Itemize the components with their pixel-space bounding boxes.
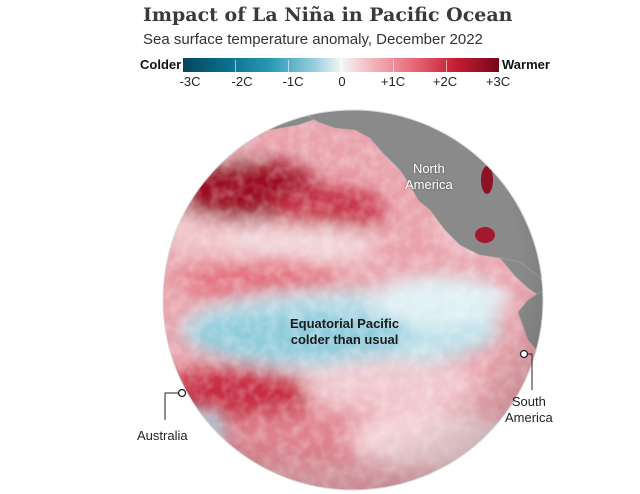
south-america-marker xyxy=(519,349,529,359)
legend-tick: 0 xyxy=(338,74,346,89)
scale-tick-mark xyxy=(393,60,394,74)
label-north-america-line2: America xyxy=(405,177,453,192)
legend-tick: +1C xyxy=(380,74,406,89)
legend-tick: -1C xyxy=(282,74,304,89)
color-legend: Colder Warmer -3C -2C -1C 0 +1C +2C +3C xyxy=(0,56,640,96)
australia-leader-line xyxy=(164,392,182,420)
globe-outline xyxy=(162,109,544,491)
legend-tick: -3C xyxy=(179,74,201,89)
australia-marker xyxy=(177,388,187,398)
legend-tick: +3C xyxy=(485,74,511,89)
label-north-america-line1: North xyxy=(412,161,445,176)
label-equatorial-pacific: Equatorial Pacific colder than usual xyxy=(290,316,399,348)
scale-tick-mark xyxy=(446,60,447,74)
label-equatorial-line2: colder than usual xyxy=(290,332,399,347)
chart-subtitle: Sea surface temperature anomaly, Decembe… xyxy=(143,31,483,48)
scale-tick-mark xyxy=(235,60,236,74)
scale-tick-mark xyxy=(288,60,289,74)
label-north-america: North America xyxy=(405,161,453,193)
label-australia: Australia xyxy=(137,428,188,443)
label-south-america: South America xyxy=(505,394,553,426)
chart-title: Impact of La Niña in Pacific Ocean xyxy=(143,4,513,26)
label-south-america-line1: South xyxy=(511,394,546,409)
legend-warmer-label: Warmer xyxy=(502,57,550,72)
label-equatorial-line1: Equatorial Pacific xyxy=(290,316,400,331)
scale-tick-mark xyxy=(341,60,342,74)
color-scale-bar xyxy=(183,58,499,74)
globe-shading xyxy=(163,110,543,490)
legend-colder-label: Colder xyxy=(140,57,182,72)
legend-tick: -2C xyxy=(231,74,253,89)
label-south-america-line2: America xyxy=(505,410,553,425)
legend-tick: +2C xyxy=(432,74,458,89)
